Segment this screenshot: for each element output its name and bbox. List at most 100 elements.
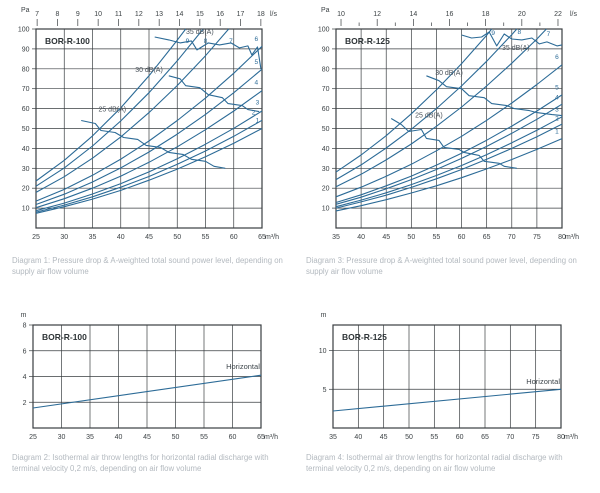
x-tick-label: 40	[354, 434, 362, 441]
y-tick-label: 70	[322, 86, 330, 93]
x-tick-label: 45	[380, 434, 388, 441]
x-tick-label: 80	[558, 234, 566, 241]
x-axis-unit: m³/h	[565, 234, 579, 241]
x-tick-label: 70	[506, 434, 514, 441]
top-tick-label: 10	[94, 11, 102, 18]
y-tick-label: 20	[322, 186, 330, 193]
y-tick-label: 10	[319, 348, 327, 355]
x-tick-label: 55	[433, 234, 441, 241]
chart-title: BOR-R-125	[345, 36, 390, 46]
x-tick-label: 55	[200, 434, 208, 441]
x-tick-label: 60	[230, 234, 238, 241]
series-35-db-a--label: 35 dB(A)	[502, 45, 530, 52]
series-35-db-a-	[154, 36, 262, 69]
series-9-label: 9	[491, 30, 495, 37]
x-tick-label: 60	[456, 434, 464, 441]
chart-diagram-2: 2 4 6 8 m 25 30 35 40 45 50 55 60 65 m³/h BOR-R-100 Hori…	[21, 312, 278, 441]
series-6	[335, 64, 563, 198]
series-1	[35, 128, 263, 214]
x-tick-label: 50	[407, 234, 415, 241]
x-tick-label: 40	[115, 434, 123, 441]
series-6-label: 6	[555, 54, 559, 61]
y-tick-label: 10	[322, 206, 330, 213]
x-tick-label: 60	[229, 434, 237, 441]
chart-title: BOR-R-100	[45, 36, 90, 46]
x-tick-label: 65	[481, 434, 489, 441]
diagram-1-caption: Diagram 1: Pressure drop & A-weighted to…	[12, 256, 283, 277]
x-axis-unit: m³/h	[265, 234, 279, 241]
series-7-label: 7	[229, 38, 233, 45]
y-tick-label: 30	[22, 166, 30, 173]
x-tick-label: 50	[173, 234, 181, 241]
top-tick-label: 14	[176, 11, 184, 18]
series-8	[35, 28, 204, 187]
series-25-db-a--label: 25 dB(A)	[415, 113, 443, 120]
x-tick-label: 50	[405, 434, 413, 441]
series-5	[335, 94, 563, 204]
series-30-db-a--label: 30 dB(A)	[135, 67, 163, 74]
x-tick-label: 35	[332, 234, 340, 241]
series-3-label: 3	[555, 107, 559, 114]
x-tick-label: 40	[357, 234, 365, 241]
series-3-label: 3	[256, 100, 260, 107]
y-tick-label: 100	[18, 27, 30, 34]
series-25-db-a--label: 25 dB(A)	[98, 107, 126, 114]
x-tick-label: 65	[483, 234, 491, 241]
plot-frame	[332, 324, 562, 429]
x-tick-label: 55	[202, 234, 210, 241]
x-tick-label: 70	[508, 234, 516, 241]
series-5-label: 5	[255, 59, 259, 66]
x-tick-label: 55	[430, 434, 438, 441]
y-tick-label: 70	[22, 86, 30, 93]
top-tick-label: 22	[554, 11, 562, 18]
x-tick-label: 75	[532, 434, 540, 441]
x-tick-label: 50	[172, 434, 180, 441]
series-horizontal	[332, 388, 562, 412]
y-tick-label: 80	[322, 66, 330, 73]
y-tick-label: 80	[22, 66, 30, 73]
y-axis-unit: Pa	[321, 7, 330, 14]
series-6	[35, 45, 263, 202]
top-tick-label: 13	[155, 11, 163, 18]
x-tick-label: 30	[58, 434, 66, 441]
series-25-db-a-	[390, 118, 517, 169]
y-axis-unit: m	[21, 312, 27, 319]
y-axis-unit: m	[321, 312, 327, 319]
x-tick-label: 65	[257, 434, 265, 441]
y-tick-label: 6	[23, 348, 27, 355]
gridlines	[35, 28, 263, 228]
x-tick-label: 25	[29, 434, 37, 441]
series-8-label: 8	[517, 29, 521, 36]
y-tick-label: 60	[22, 106, 30, 113]
x-tick-label: 25	[32, 234, 40, 241]
series-9	[335, 28, 493, 173]
x-tick-label: 45	[143, 434, 151, 441]
y-tick-label: 90	[22, 46, 30, 53]
top-tick-label: 11	[115, 11, 122, 18]
x-tick-label: 60	[458, 234, 466, 241]
y-tick-label: 50	[322, 126, 330, 133]
top-tick-label: 16	[216, 11, 224, 18]
y-axis-unit: Pa	[21, 7, 30, 14]
series-8-label: 8	[204, 38, 208, 45]
top-tick-label: 18	[257, 11, 265, 18]
y-tick-label: 100	[318, 27, 330, 34]
x-tick-label: 35	[329, 434, 337, 441]
series-1-label: 1	[256, 118, 260, 125]
series-7-label: 7	[547, 31, 551, 38]
series-35-db-a--label: 35 dB(A)	[186, 29, 214, 36]
x-tick-label: 45	[382, 234, 390, 241]
top-tick-label: 15	[196, 11, 204, 18]
series-35-db-a-	[461, 31, 563, 47]
diagram-3-caption: Diagram 3: Pressure drop & A-weighted to…	[306, 256, 577, 277]
series-25-db-a-	[81, 119, 226, 169]
series-4	[335, 103, 563, 205]
top-tick-label: 20	[518, 11, 526, 18]
chart-diagram-4: 5 10 m 35 40 45 50 55 60 65 70 75 80 m³/h BOR-R-125 Hor…	[319, 312, 578, 441]
series-5-label: 5	[555, 85, 559, 92]
series-6-label: 6	[255, 36, 259, 43]
gridlines	[335, 28, 563, 228]
y-tick-label: 50	[22, 126, 30, 133]
